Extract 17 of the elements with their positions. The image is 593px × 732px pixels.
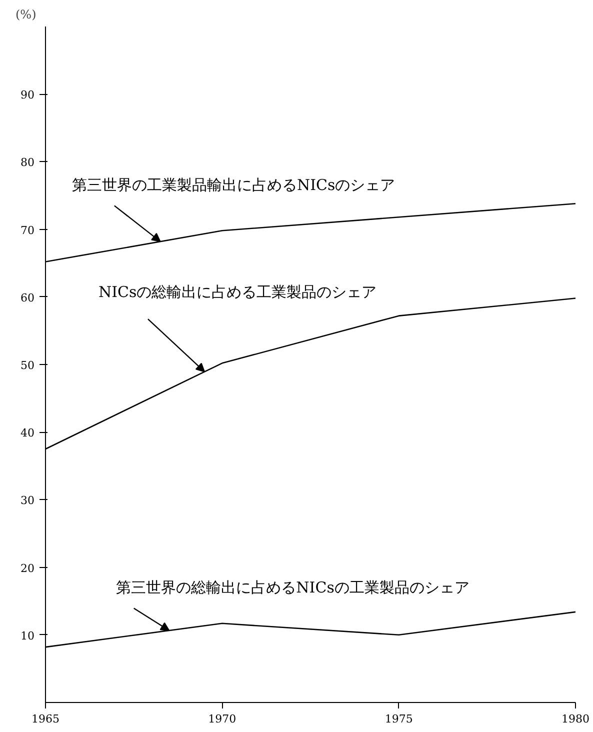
x-tick-label: 1975: [384, 712, 413, 726]
x-tick-label: 1970: [208, 712, 236, 726]
y-tick-label: 70: [20, 224, 35, 237]
y-tick-label: 50: [20, 359, 35, 372]
y-tick-label: 90: [20, 88, 35, 102]
y-tick-label: 80: [20, 156, 35, 170]
y-tick-label: 10: [20, 629, 35, 642]
x-tick-label: 1980: [562, 712, 590, 726]
y-tick-label: 20: [20, 562, 35, 575]
series-label: 第三世界の工業製品輸出に占めるNICsのシェア: [72, 176, 396, 194]
y-tick-label: 40: [20, 426, 35, 440]
y-axis-title: (%): [16, 8, 36, 22]
series-label: NICsの総輸出に占める工業製品のシェア: [98, 282, 377, 301]
x-tick-label: 1965: [32, 712, 60, 726]
y-tick-label: 30: [20, 494, 35, 508]
series-label: 第三世界の総輸出に占めるNICsの工業製品のシェア: [116, 578, 470, 597]
y-tick-label: 60: [20, 291, 35, 304]
